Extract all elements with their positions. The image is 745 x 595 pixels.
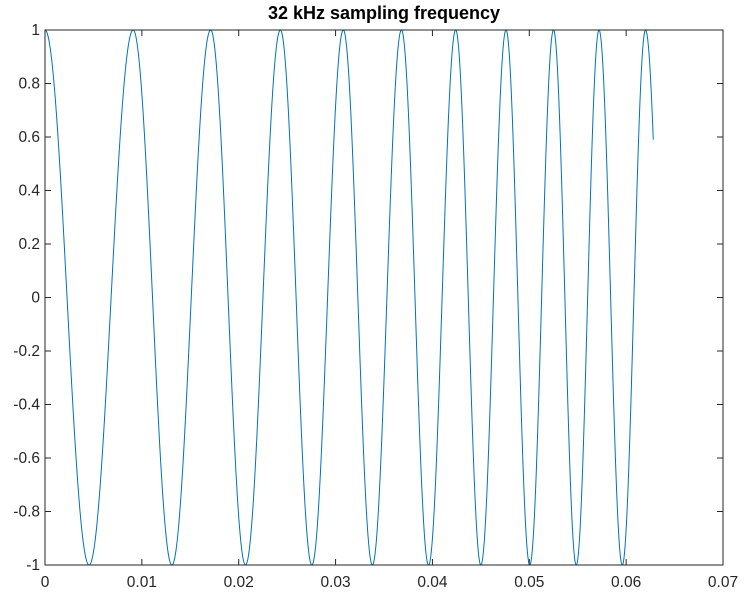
x-tick-label: 0.05 xyxy=(514,574,544,591)
y-tick-label: -0.4 xyxy=(13,397,40,414)
chart-title: 32 kHz sampling frequency xyxy=(268,3,500,23)
y-axis: -1 -0.8 -0.6 -0.4 -0.2 0 0.2 0.4 0.6 0.8 1 xyxy=(13,22,723,574)
series-line xyxy=(44,29,654,566)
y-tick-label: 0.6 xyxy=(18,129,40,146)
series-group xyxy=(44,29,654,566)
y-tick-label: -0.2 xyxy=(13,343,40,360)
plot-background xyxy=(45,30,723,565)
y-tick-label: -0.8 xyxy=(13,504,40,521)
y-tick-label: 0.4 xyxy=(18,183,40,200)
x-tick-label: 0.01 xyxy=(127,574,157,591)
x-tick-label: 0.04 xyxy=(417,574,448,591)
plot-box xyxy=(44,29,724,566)
y-tick-label: 0.8 xyxy=(18,76,40,93)
y-tick-label: 1 xyxy=(31,22,40,39)
y-tick-label: 0.2 xyxy=(18,236,40,253)
x-tick-label: 0.07 xyxy=(708,574,738,591)
y-tick-label: 0 xyxy=(31,290,40,307)
x-tick-label: 0.03 xyxy=(320,574,350,591)
x-axis: 0 0.01 0.02 0.03 0.04 0.05 0.06 0.07 xyxy=(41,30,738,591)
y-tick-label: -0.6 xyxy=(13,450,40,467)
y-tick-label: -1 xyxy=(26,557,40,574)
x-tick-label: 0.02 xyxy=(224,574,254,591)
x-tick-label: 0 xyxy=(41,574,50,591)
x-tick-label: 0.06 xyxy=(611,574,641,591)
